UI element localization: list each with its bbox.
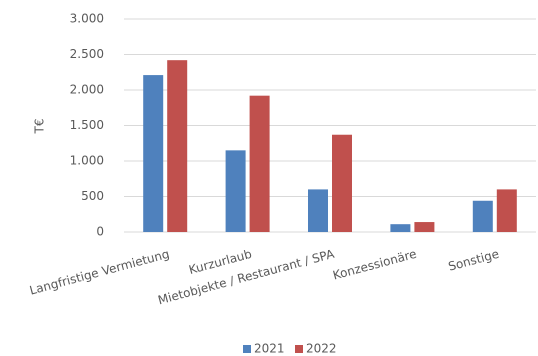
legend-label: 2021 (254, 342, 285, 356)
x-tick-label: Langfristige Vermietung (28, 247, 171, 298)
y-tick-label: 500 (81, 189, 104, 203)
bar (143, 75, 164, 232)
bar (249, 95, 270, 233)
legend-swatch (295, 345, 303, 353)
x-tick-label: Konzessionäre (331, 247, 418, 283)
y-tick-label: 2.000 (70, 83, 104, 97)
bar (308, 189, 328, 232)
bar (225, 150, 246, 232)
y-tick-label: 1.500 (70, 118, 104, 132)
y-tick-label: 0 (96, 225, 104, 239)
y-axis-title: T€ (33, 119, 47, 135)
y-tick-label: 3.000 (70, 12, 104, 26)
bar (496, 189, 517, 232)
legend-swatch (243, 345, 251, 353)
legend-label: 2022 (306, 342, 337, 356)
x-tick-label: Sonstige (447, 247, 501, 274)
bar (472, 200, 493, 232)
bar (167, 60, 188, 233)
bar (332, 134, 352, 232)
bar (390, 224, 411, 232)
y-tick-label: 2.500 (70, 47, 104, 61)
bar (414, 222, 435, 232)
y-tick-label: 1.000 (70, 154, 104, 168)
